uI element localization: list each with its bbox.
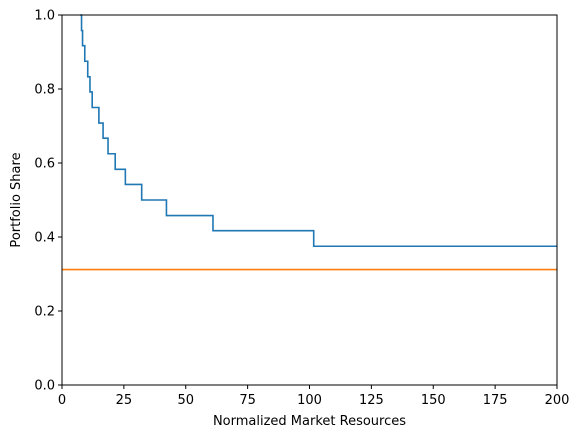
series-line-1 [80,14,557,248]
x-tick-label: 200 [545,393,570,408]
x-axis-label: Normalized Market Resources [213,414,406,429]
y-tick-label: 0.2 [34,305,55,320]
series-layer [62,14,557,271]
x-tick-label: 25 [116,393,133,408]
y-tick-label: 0.0 [34,379,55,394]
y-tick-label: 0.6 [34,157,55,172]
y-tick-label: 0.4 [34,231,55,246]
x-tick-label: 50 [177,393,194,408]
y-axis: 0.0 0.2 0.4 0.6 0.8 1.0 [34,9,62,394]
x-tick-label: 75 [239,393,256,408]
y-tick-label: 1.0 [34,9,55,24]
x-tick-label: 125 [359,393,384,408]
x-axis: 0 25 50 75 100 125 150 175 200 [58,385,570,408]
x-tick-label: 0 [58,393,66,408]
y-tick-label: 0.8 [34,83,55,98]
x-tick-label: 100 [297,393,322,408]
plot-background [62,15,557,385]
y-axis-label: Portfolio Share [9,152,24,247]
x-tick-label: 150 [421,393,446,408]
x-tick-label: 175 [483,393,508,408]
